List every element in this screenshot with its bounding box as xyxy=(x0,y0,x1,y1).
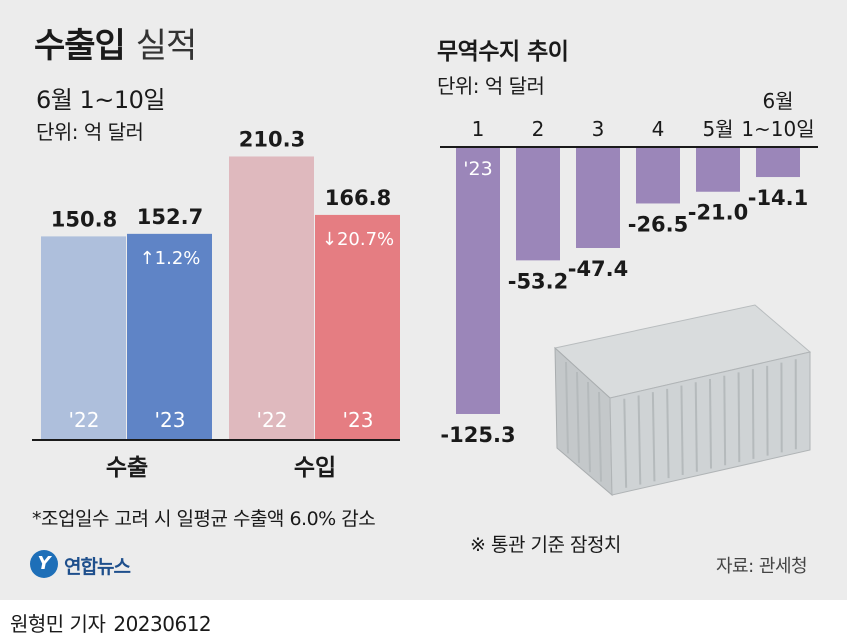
balance-bar-5 xyxy=(696,147,740,192)
logo-icon: Y xyxy=(30,550,58,578)
balance-bar-4 xyxy=(636,147,680,204)
bar-change-label: ↓20.7% xyxy=(322,229,394,250)
balance-year-label: '23 xyxy=(463,158,492,180)
balance-bar-6 xyxy=(756,147,800,178)
bar-export-23 xyxy=(127,233,212,439)
month-tick-label: 6월 xyxy=(762,89,793,113)
group-label: 수출 xyxy=(106,455,148,481)
month-tick-label: 3 xyxy=(592,117,605,141)
balance-bar-1 xyxy=(456,147,500,414)
logo-text: 연합뉴스 xyxy=(64,556,131,578)
chart-subtitle: 6월 1~10일 xyxy=(36,86,165,114)
bar-year-label: '23 xyxy=(343,408,374,432)
balance-value-label: -14.1 xyxy=(748,186,809,210)
unit-label: 단위: 억 달러 xyxy=(36,120,144,144)
balance-chart-title: 무역수지 추이 xyxy=(437,39,569,65)
bar-year-label: '23 xyxy=(155,408,186,432)
shipping-container-illustration xyxy=(553,304,812,497)
yonhap-logo: Y 연합뉴스 xyxy=(30,546,160,586)
bar-year-label: '22 xyxy=(257,408,288,432)
reporter-name: 원형민 기자 xyxy=(10,612,106,636)
balance-bar-2 xyxy=(516,147,560,261)
month-tick-label: 2 xyxy=(532,117,545,141)
balance-value-label: -21.0 xyxy=(688,201,749,225)
bar-import-22 xyxy=(229,156,314,439)
balance-bar-3 xyxy=(576,147,620,248)
balance-value-label: -53.2 xyxy=(508,269,569,293)
source-label: 자료: 관세청 xyxy=(716,556,808,577)
month-tick-label: 1 xyxy=(472,117,485,141)
bar-value-label: 166.8 xyxy=(325,186,391,210)
provisional-note: ※ 통관 기준 잠정치 xyxy=(470,534,621,556)
chart-title: 수출입 실적 xyxy=(34,26,198,66)
footnote: *조업일수 고려 시 일평균 수출액 6.0% 감소 xyxy=(32,508,376,530)
bar-import-23 xyxy=(315,214,400,439)
bar-export-22 xyxy=(41,236,126,439)
bar-value-label: 210.3 xyxy=(239,127,305,151)
balance-value-label: -26.5 xyxy=(628,212,689,236)
month-tick-label: 1~10일 xyxy=(741,117,814,141)
month-tick-label: 5월 xyxy=(702,117,733,141)
bar-change-label: ↑1.2% xyxy=(140,248,201,269)
balance-value-label: -125.3 xyxy=(440,423,515,447)
publish-date: 20230612 xyxy=(113,612,212,636)
balance-unit-label: 단위: 억 달러 xyxy=(437,74,545,98)
charts-svg: 150.8 '22 152.7 '23 ↑1.2% 수출 210.3 '22 166.8 '23 ↓… xyxy=(32,89,818,497)
chart-title-sub: 실적 xyxy=(135,26,198,66)
byline: 원형민 기자 20230612 xyxy=(10,608,212,637)
month-tick-label: 4 xyxy=(652,117,665,141)
balance-value-label: -47.4 xyxy=(568,257,629,281)
group-label: 수입 xyxy=(294,455,336,481)
bar-value-label: 152.7 xyxy=(137,205,203,229)
bar-value-label: 150.8 xyxy=(51,207,117,231)
bar-year-label: '22 xyxy=(69,408,100,432)
